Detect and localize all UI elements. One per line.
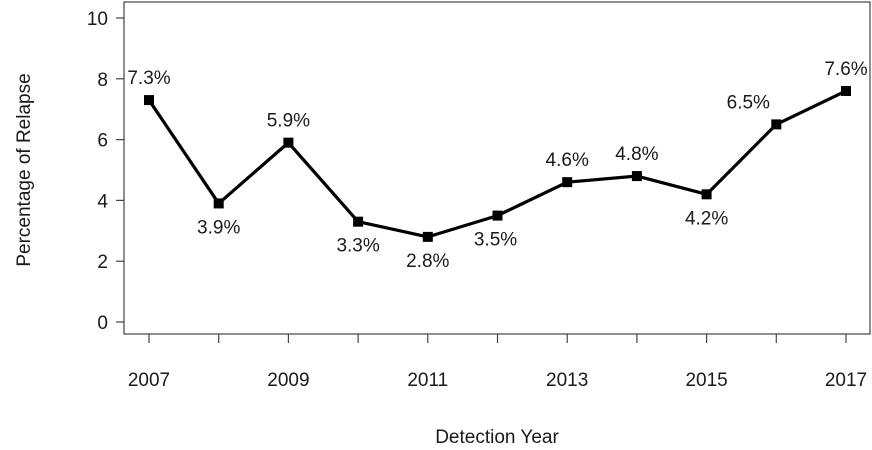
y-tick-label: 4 (97, 191, 108, 212)
x-tick-label: 2009 (267, 370, 309, 391)
data-point (631, 171, 642, 182)
plot-frame (123, 1, 871, 335)
x-tick-label: 2007 (128, 370, 170, 391)
data-point (841, 85, 851, 96)
data-label: 4.8% (615, 144, 658, 165)
data-point (492, 210, 503, 221)
data-label: 5.9% (267, 111, 310, 132)
y-tick-label: 10 (87, 9, 108, 30)
data-label: 6.5% (727, 92, 770, 113)
y-tick-label: 2 (97, 252, 108, 273)
y-tick-label: 0 (97, 313, 108, 334)
x-tick-label: 2017 (825, 370, 867, 391)
data-label: 3.9% (197, 217, 240, 238)
data-label: 4.2% (685, 208, 728, 229)
x-tick-label: 2015 (685, 370, 727, 391)
data-point (353, 216, 364, 227)
data-label: 2.8% (406, 251, 449, 272)
data-label: 4.6% (546, 150, 589, 171)
data-point (701, 189, 712, 200)
data-point (422, 231, 433, 242)
data-label: 7.3% (127, 68, 170, 89)
y-tick-label: 8 (97, 70, 108, 91)
x-tick-label: 2011 (407, 370, 448, 391)
data-point (213, 198, 224, 209)
y-tick-label: 6 (97, 131, 108, 152)
data-label: 7.6% (824, 59, 867, 80)
data-point (562, 177, 573, 188)
y-axis: 0 2 4 6 8 10 (87, 9, 124, 334)
series-layer: 7.3% 3.9% 5.9% 3.3% 2.8% 3.5% 4.6% 4.8% 4.2% 6.5%… (127, 59, 867, 272)
data-point (283, 137, 294, 148)
data-point (771, 119, 782, 130)
x-axis-title: Detection Year (435, 427, 559, 448)
y-axis-title: Percentage of Relapse (14, 73, 35, 266)
x-tick-label: 2013 (546, 370, 588, 391)
x-axis: 2007 2009 2011 2013 2015 2017 (128, 334, 867, 391)
data-label: 3.5% (474, 230, 517, 251)
data-point (144, 95, 154, 106)
data-label: 3.3% (336, 236, 379, 257)
